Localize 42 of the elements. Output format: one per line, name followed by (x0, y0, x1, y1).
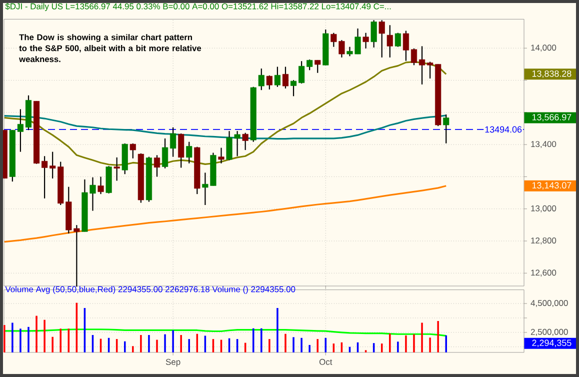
candlestick (386, 24, 393, 58)
chart-title: Volume Avg (50,50,blue,Red) 2294355.00 2262976.18 Volume () 2294355.00 (5, 286, 296, 294)
candlestick (402, 30, 409, 62)
text: 13,143.07 (532, 182, 572, 190)
y-tick-label: 14,000 (531, 44, 556, 52)
candlestick (274, 66, 280, 88)
candlestick (266, 74, 272, 90)
candlestick (282, 66, 289, 90)
candlestick (186, 141, 192, 164)
candlestick (218, 147, 224, 164)
y-tick-label: 13,400 (531, 141, 556, 148)
candlestick (362, 32, 369, 49)
text: 2,294,355 (532, 340, 572, 348)
candlestick (314, 60, 321, 74)
candlestick (370, 20, 377, 48)
annotation: The Dow is showing a similar chart pattern to the S&P 500, albeit with a bit more relative weakness. (19, 34, 202, 62)
candlestick (242, 132, 248, 151)
y-tick-label: 2,500,000 (530, 328, 568, 336)
text: 13,566.97 (532, 114, 572, 122)
candlestick (410, 48, 418, 66)
ref-line-label: 13494.06 (485, 126, 522, 133)
y-tick-label: 4,500,000 (530, 300, 568, 308)
candlestick (178, 132, 184, 168)
candlestick (98, 176, 104, 195)
y-tick-label: 12,600 (531, 270, 556, 277)
candlestick (258, 68, 264, 91)
candlestick (443, 114, 450, 144)
chart-title: $DJI - Daily US L=13566.97 44.95 0.33% B=0.00 A=0.00 O=13521.62 Hi=13587.22 Lo=13407.49 C=... (5, 2, 391, 12)
candlestick (130, 142, 136, 159)
candlestick (290, 80, 297, 97)
candlestick (418, 46, 426, 85)
candlestick (394, 32, 401, 48)
candlestick (378, 20, 385, 58)
y-tick-label: 12,800 (531, 238, 556, 244)
y-tick-label: 13,000 (531, 205, 556, 212)
x-tick-label: Oct (319, 358, 332, 365)
candlestick (162, 138, 168, 169)
candlestick (170, 126, 176, 158)
x-tick-label: Sep (166, 358, 180, 367)
text: 13,838.28 (532, 70, 572, 78)
candlestick (154, 154, 160, 178)
candlestick (114, 156, 120, 182)
